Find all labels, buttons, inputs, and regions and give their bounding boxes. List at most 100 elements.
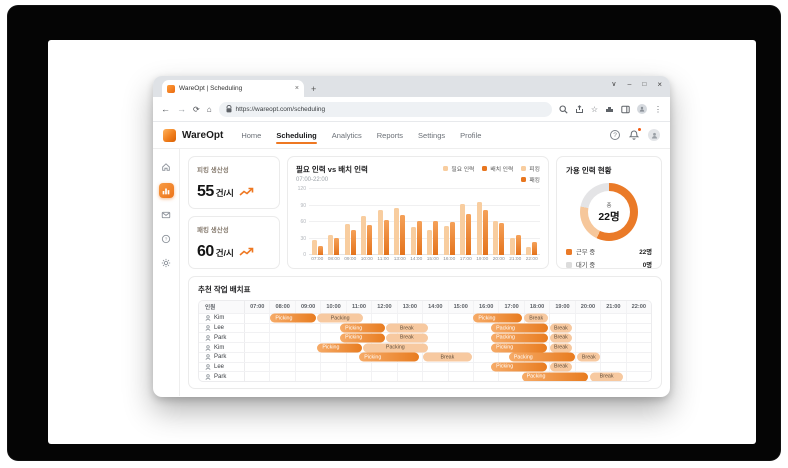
minimize-button[interactable]: – [627, 81, 632, 88]
app-menu: Home Scheduling Analytics Reports Settings Pr… [241, 123, 604, 148]
worker-name: Kim [214, 315, 225, 322]
browser-profile-avatar[interactable] [637, 104, 647, 114]
person-icon [205, 315, 211, 322]
schedule-header-hour: 16:00 [474, 301, 500, 313]
tab-search-chevron-icon[interactable]: ∨ [611, 81, 617, 88]
app-navbar: WareOpt Home Scheduling Analytics Reports Se… [153, 122, 670, 149]
task-pill-picking[interactable]: Picking [317, 343, 362, 353]
task-pill-break[interactable]: Break [549, 362, 573, 372]
task-pill-picking[interactable]: Picking [491, 343, 547, 353]
staff-legend-working: 근무 중 22명 [566, 247, 652, 256]
schedule-header-hour: 20:00 [576, 301, 602, 313]
share-icon[interactable] [575, 104, 584, 114]
forward-button[interactable]: → [177, 104, 186, 114]
task-pill-break[interactable]: Break [577, 352, 601, 362]
back-button[interactable]: ← [161, 104, 170, 114]
task-pill-packing[interactable]: Packing [491, 333, 549, 343]
task-pill-packing[interactable]: Packing [508, 352, 575, 362]
assigned-bar-09:00 [350, 229, 356, 255]
x-tick: 07:00 [311, 257, 324, 262]
x-axis-labels: 07:00 08:00 09:00 10:00 11:00 13:00 14:00 15:00… [309, 255, 540, 263]
sidebar-item-settings[interactable] [159, 255, 174, 270]
task-pill-break[interactable]: Break [549, 333, 573, 343]
task-pill-packing[interactable]: Packing [521, 372, 588, 381]
assigned-bar-21:00 [515, 235, 521, 255]
donut-center-label: 총 [606, 202, 612, 209]
task-pill-break[interactable]: Break [385, 323, 428, 333]
home-button[interactable]: ⌂ [206, 104, 212, 114]
available-staff-panel: 가용 인력 현황 총 22명 [556, 156, 662, 269]
menu-item-profile[interactable]: Profile [460, 130, 482, 140]
legend-assigned-chip [482, 166, 488, 171]
notifications-button[interactable] [629, 127, 642, 140]
bar-group-14:00 [408, 189, 425, 255]
metric-unit: 건/시 [215, 188, 234, 198]
browser-tab[interactable]: WareOpt | Scheduling × [162, 80, 304, 97]
maximize-button[interactable]: □ [642, 81, 647, 88]
schedule-header-hour: 17:00 [499, 301, 525, 313]
sidebar-item-inbox[interactable] [159, 207, 174, 222]
search-icon[interactable] [559, 104, 568, 114]
close-button[interactable]: × [657, 80, 662, 89]
worker-name: Park [214, 373, 227, 380]
task-pill-break[interactable]: Break [385, 333, 428, 343]
person-icon [205, 373, 211, 380]
worker-name: Park [214, 354, 227, 361]
waiting-label: 대기 중 [576, 262, 596, 269]
bar-group-17:00 [458, 189, 475, 255]
sidebar-item-home[interactable] [159, 159, 174, 174]
task-pill-packing[interactable]: Packing [317, 313, 363, 323]
required-bar-10:00 [361, 215, 367, 255]
task-pill-picking[interactable]: Picking [270, 313, 317, 323]
x-tick: 15:00 [426, 257, 439, 262]
task-pill-picking[interactable]: Picking [491, 362, 547, 372]
task-pill-break[interactable]: Break [549, 343, 573, 353]
bar-group-10:00 [359, 189, 376, 255]
menu-item-reports[interactable]: Reports [376, 130, 404, 140]
legend-packing-label: 패킹 [529, 178, 540, 184]
task-pill-picking[interactable]: Picking [473, 313, 522, 323]
legend-assigned-label: 배치 인력 [490, 167, 514, 173]
help-icon[interactable]: ? [610, 130, 620, 140]
task-pill-picking[interactable]: Picking [359, 352, 419, 362]
worker-name: Park [214, 334, 227, 341]
task-pill-break[interactable]: Break [524, 313, 549, 323]
browser-menu-icon[interactable]: ⋮ [654, 104, 662, 114]
bar-group-13:00 [392, 189, 409, 255]
schedule-header-hour: 09:00 [296, 301, 322, 313]
staff-legend-waiting: 대기 중 0명 [566, 260, 652, 269]
browser-window: WareOpt | Scheduling × + ∨ – □ × ← → ⟳ ⌂ [153, 76, 670, 397]
legend-required-chip [443, 166, 449, 171]
extensions-icon[interactable] [605, 105, 614, 114]
menu-item-scheduling[interactable]: Scheduling [276, 123, 318, 148]
task-pill-packing[interactable]: Packing [362, 343, 428, 353]
sidebar-item-scheduling[interactable] [158, 183, 174, 198]
bar-group-20:00 [491, 189, 508, 255]
schedule-header-hour: 08:00 [270, 301, 296, 313]
new-tab-button[interactable]: + [311, 84, 317, 94]
schedule-table: 인원 07:00 08:00 09:00 10:00 11:00 12:00 13:00 14:… [198, 300, 652, 382]
task-pill-packing[interactable]: Packing [491, 323, 549, 333]
schedule-header-hour: 07:00 [245, 301, 271, 313]
task-pill-break[interactable]: Break [549, 323, 573, 333]
menu-item-home[interactable]: Home [241, 130, 262, 140]
decorative-frame: WareOpt | Scheduling × + ∨ – □ × ← → ⟳ ⌂ [8, 6, 780, 460]
task-pill-break[interactable]: Break [590, 372, 624, 381]
working-value: 22명 [639, 249, 652, 256]
task-pill-break[interactable]: Break [422, 352, 473, 362]
bookmark-star-icon[interactable]: ☆ [590, 104, 598, 114]
menu-item-settings[interactable]: Settings [418, 130, 446, 140]
bar-group-07:00 [309, 189, 326, 255]
sidebar-item-help[interactable]: ? [159, 231, 174, 246]
address-bar[interactable]: https://wareopt.com/scheduling [218, 101, 552, 117]
reload-button[interactable]: ⟳ [193, 104, 200, 114]
task-pill-picking[interactable]: Picking [340, 333, 385, 343]
tab-close-icon[interactable]: × [294, 85, 299, 92]
schedule-row-lee-5: Lee Picking Break [199, 362, 651, 373]
mail-icon [161, 211, 171, 218]
menu-item-analytics[interactable]: Analytics [331, 130, 362, 140]
task-pill-picking[interactable]: Picking [340, 323, 385, 333]
side-panel-icon[interactable] [621, 105, 630, 114]
user-avatar[interactable] [648, 129, 660, 141]
required-bar-09:00 [344, 223, 350, 255]
